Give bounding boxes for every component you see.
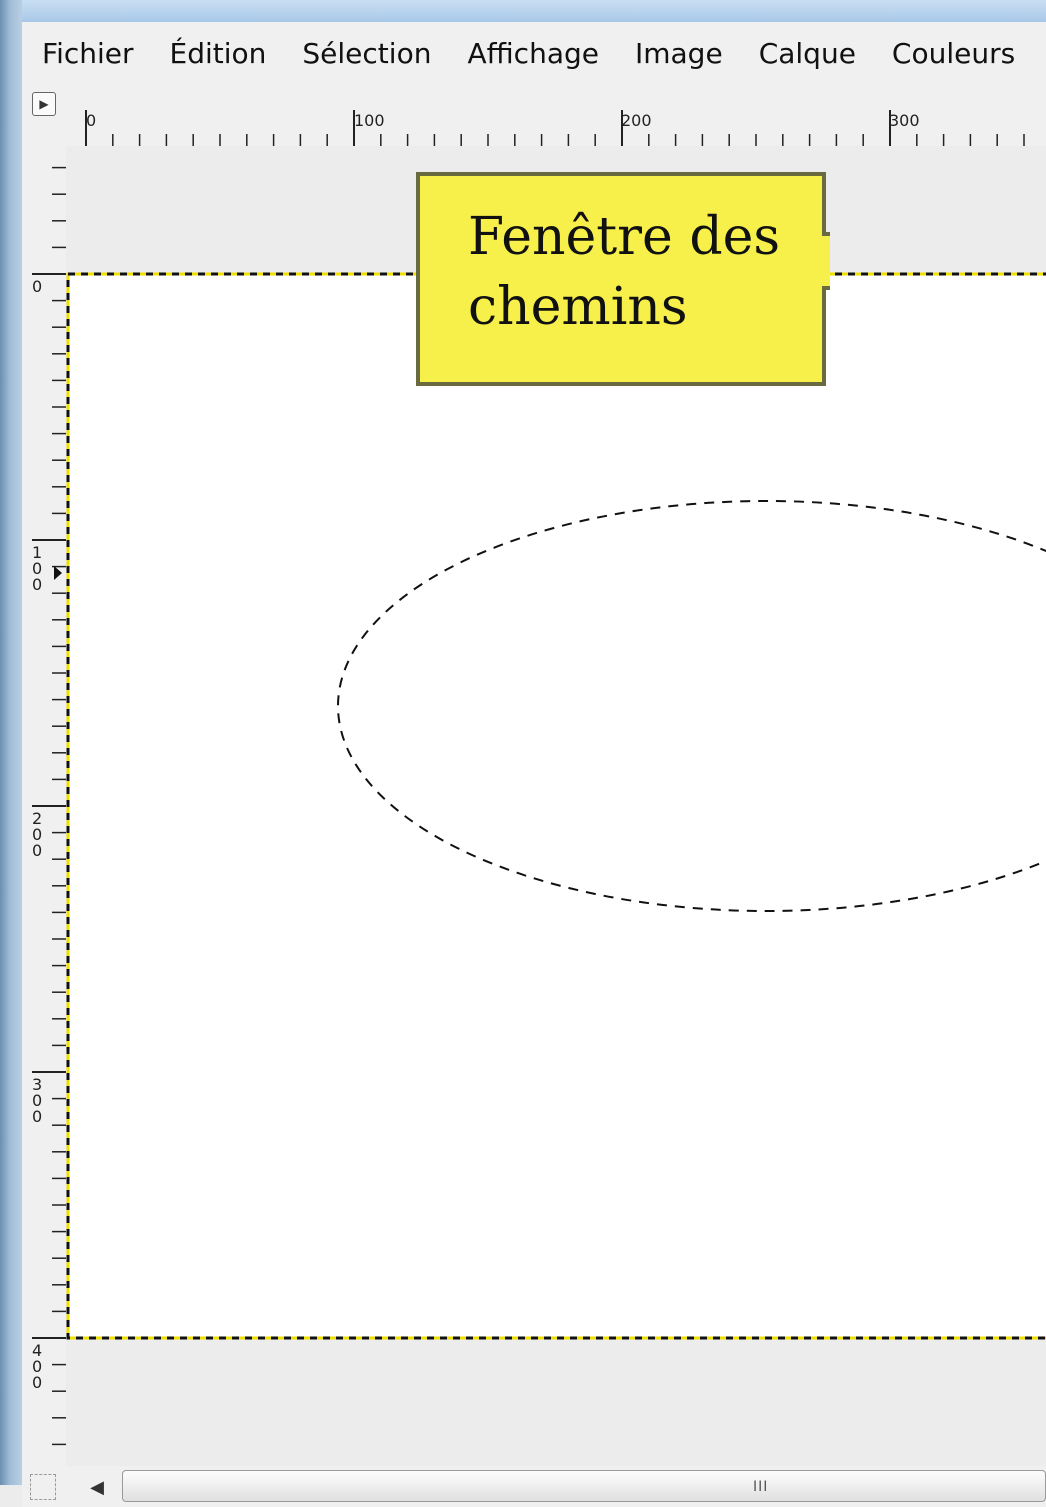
hruler-label-100: 100 bbox=[354, 111, 385, 130]
elliptical-path bbox=[337, 500, 1046, 912]
menu-edition[interactable]: Édition bbox=[169, 36, 267, 70]
triangle-right-icon: ▶ bbox=[39, 97, 49, 111]
menubar: Fichier Édition Sélection Affichage Imag… bbox=[22, 30, 1046, 76]
ruler-position-marker bbox=[54, 566, 62, 580]
callout-line-2: chemins bbox=[468, 277, 688, 337]
bottom-bar: ◀ III bbox=[22, 1466, 1046, 1507]
scroll-left-arrow[interactable]: ◀ bbox=[90, 1477, 104, 1498]
navigate-icon[interactable] bbox=[30, 1474, 56, 1500]
menu-affichage[interactable]: Affichage bbox=[467, 36, 599, 70]
horizontal-scrollbar[interactable]: III bbox=[122, 1470, 1046, 1502]
image-canvas[interactable] bbox=[68, 274, 1046, 1338]
horizontal-ruler-svg: 0 100 200 300 bbox=[85, 110, 1025, 146]
menu-calque[interactable]: Calque bbox=[758, 36, 856, 70]
vertical-ruler-svg: 0 1 0 0 2 0 0 3 0 0 4 0 0 bbox=[32, 166, 66, 1446]
menu-selection[interactable]: Sélection bbox=[302, 36, 432, 70]
callout-line-1: Fenêtre des bbox=[468, 207, 781, 267]
window-frame-left bbox=[0, 0, 22, 1485]
image-boundary-yellow bbox=[66, 272, 1046, 1340]
menu-couleurs[interactable]: Couleurs bbox=[891, 36, 1016, 70]
hruler-label-0: 0 bbox=[86, 111, 96, 130]
scrollbar-grip[interactable]: III bbox=[753, 1479, 769, 1495]
ruler-menu-button[interactable]: ▶ bbox=[32, 92, 56, 116]
canvas-overlay bbox=[66, 272, 1046, 1340]
hruler-label-200: 200 bbox=[621, 111, 652, 130]
gimp-image-window: Fichier Édition Sélection Affichage Imag… bbox=[22, 22, 1046, 1507]
menu-image[interactable]: Image bbox=[634, 36, 723, 70]
hruler-label-300: 300 bbox=[889, 111, 920, 130]
horizontal-ruler[interactable]: 0 100 200 300 bbox=[66, 86, 1046, 147]
image-boundary-dashed bbox=[66, 272, 1046, 1340]
vruler-label-0: 0 bbox=[32, 277, 42, 296]
window-titlebar bbox=[0, 0, 1046, 22]
canvas-area[interactable] bbox=[66, 146, 1046, 1466]
callout-text: Fenêtre des chemins bbox=[468, 202, 798, 342]
menu-fichier[interactable]: Fichier bbox=[42, 36, 134, 70]
